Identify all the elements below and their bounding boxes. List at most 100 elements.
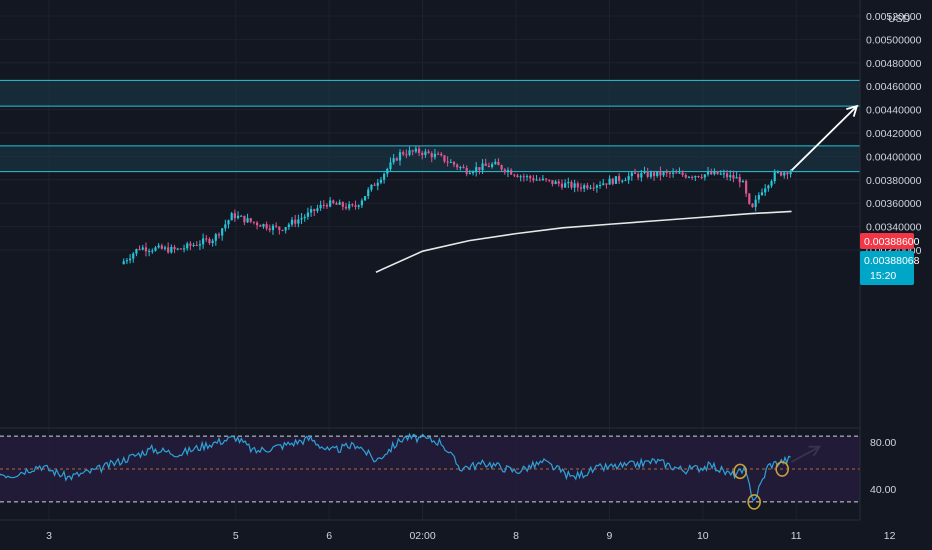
candle-body: [230, 213, 233, 221]
candle-body: [773, 172, 776, 182]
moving-average-line: [375, 210, 792, 273]
zone-fill: [0, 80, 860, 107]
candle-body: [383, 173, 386, 180]
candle-body: [503, 169, 506, 173]
time-label: 10: [697, 530, 709, 542]
candle-body: [363, 196, 367, 201]
candle-body: [659, 171, 662, 176]
candle-body: [287, 224, 290, 228]
time-label: 3: [46, 530, 52, 542]
candle-body: [675, 172, 678, 174]
candle-body: [437, 153, 440, 155]
candle-body: [427, 151, 430, 154]
rsi-axis-ticks: 80.00 40.00: [870, 437, 896, 496]
candle-body: [452, 161, 456, 165]
candle-body: [684, 175, 687, 178]
rsi-pane[interactable]: [0, 432, 860, 510]
candle-body: [386, 168, 389, 174]
candle-body: [500, 165, 503, 170]
candle-body: [567, 181, 570, 184]
candle-body: [497, 161, 500, 166]
candle-body: [316, 208, 319, 211]
candle-body: [751, 203, 754, 208]
candle-body: [443, 155, 446, 162]
candle-body: [516, 175, 519, 178]
candle-body: [532, 178, 535, 181]
candle-body: [481, 163, 484, 171]
candle-body: [367, 189, 370, 197]
candle-body: [595, 185, 598, 188]
candle-body: [303, 216, 306, 219]
candle-body: [275, 225, 278, 227]
candle-body: [163, 247, 167, 249]
time-label: 6: [326, 530, 332, 542]
candle-body: [729, 175, 732, 178]
candle-body: [713, 171, 716, 175]
price-projection-arrow-head: [846, 104, 859, 117]
candle-body: [319, 204, 322, 209]
candle-body: [586, 185, 589, 189]
candle-body: [249, 218, 252, 222]
highlight-circle: [775, 461, 789, 477]
candle-body: [271, 225, 275, 231]
price-tick-label: 0.00480000: [866, 58, 922, 70]
candle-body: [329, 200, 332, 207]
candle-body: [662, 172, 665, 176]
candle-body: [710, 171, 713, 175]
candle-body: [627, 176, 630, 181]
time-label: 12: [884, 530, 896, 542]
candle-body: [414, 148, 417, 152]
candle-body: [548, 179, 551, 181]
candle-body: [564, 183, 567, 188]
price-tick-label: 0.00520000: [866, 11, 922, 23]
candle-body: [281, 229, 284, 231]
currency-label: USD: [888, 13, 911, 25]
candle-body: [722, 173, 726, 175]
candle-body: [691, 176, 694, 178]
candle-body: [598, 184, 602, 186]
candle-body: [236, 215, 240, 219]
candle-body: [614, 176, 618, 184]
candle-body: [202, 238, 205, 245]
candle-body: [554, 181, 557, 185]
candle-body: [167, 247, 170, 253]
candlesticks: [122, 145, 792, 265]
price-tick-label: 0.00500000: [866, 34, 922, 46]
candle-body: [322, 204, 325, 206]
candle-body: [757, 195, 760, 200]
candle-body: [652, 172, 656, 177]
candle-body: [608, 178, 611, 185]
last-price-label: 0.00388600: [864, 236, 920, 248]
candle-body: [706, 171, 710, 175]
candle-body: [783, 172, 786, 176]
candle-body: [789, 171, 792, 175]
time-label: 5: [233, 530, 239, 542]
candle-body: [335, 203, 338, 205]
candle-body: [348, 204, 351, 209]
candle-body: [519, 176, 522, 178]
time-label: 11: [791, 530, 802, 542]
candle-body: [646, 171, 649, 177]
candle-body: [440, 153, 443, 156]
candle-body: [151, 250, 154, 252]
candle-body: [405, 154, 408, 156]
candle-body: [284, 227, 287, 231]
candle-body: [370, 184, 373, 190]
candle-body: [633, 172, 637, 174]
candle-body: [398, 152, 402, 161]
last-price-badge: 0.00388600: [860, 233, 920, 249]
candle-body: [233, 213, 236, 219]
candle-body: [570, 181, 573, 188]
candle-body: [376, 182, 379, 186]
candle-body: [602, 183, 605, 185]
candle-body: [694, 176, 697, 178]
candle-body: [227, 220, 230, 225]
moving-average: [375, 210, 792, 273]
candle-body: [618, 176, 621, 181]
candle-body: [430, 153, 433, 158]
candle-body: [776, 172, 779, 174]
candle-body: [433, 153, 437, 158]
candle-body: [389, 162, 392, 169]
